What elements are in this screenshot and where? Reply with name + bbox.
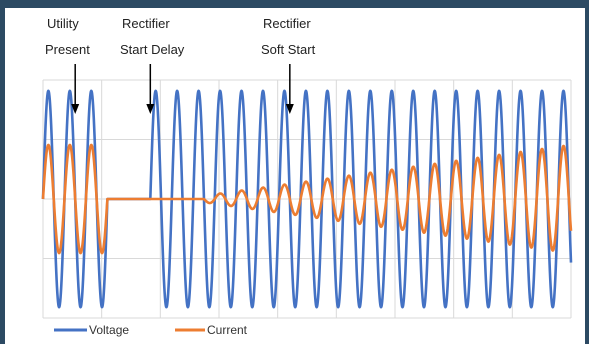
annotation-arrow-utility: [71, 64, 80, 114]
annotation-arrow-start-delay: [146, 64, 155, 114]
annotation-start-delay-line2: Start Delay: [120, 42, 185, 57]
legend-current-label: Current: [207, 323, 248, 337]
current-series-line: [41, 143, 573, 255]
annotation-arrow-head: [146, 104, 155, 114]
annotation-arrow-head: [285, 104, 294, 114]
annotation-soft-start-line1: Rectifier: [263, 16, 311, 31]
annotation-arrow-head: [71, 104, 80, 114]
legend: Voltage Current: [54, 323, 248, 337]
annotation-soft-start-line2: Soft Start: [261, 42, 316, 57]
annotation-utility-line2: Present: [45, 42, 90, 57]
annotation-arrow-soft-start: [285, 64, 294, 114]
legend-voltage-label: Voltage: [89, 323, 129, 337]
waveform-chart: Utility Present Rectifier Start Delay Re…: [41, 16, 573, 337]
annotation-start-delay-line1: Rectifier: [122, 16, 170, 31]
annotation-utility-line1: Utility: [47, 16, 79, 31]
